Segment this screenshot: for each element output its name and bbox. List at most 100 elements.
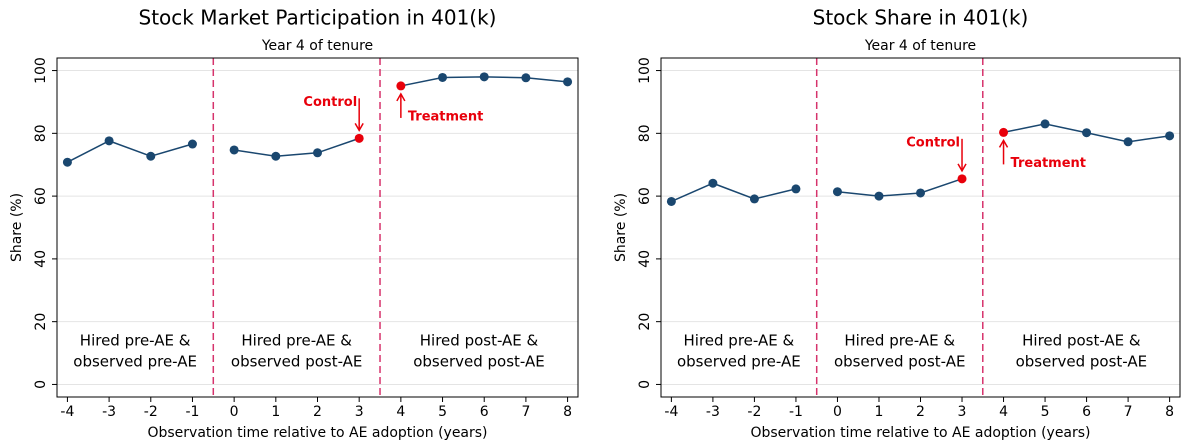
data-point: [916, 188, 925, 198]
region-label: observed pre-AE: [677, 353, 801, 371]
data-point: [791, 184, 801, 194]
x-tick-label: -4: [60, 404, 74, 420]
data-point: [187, 139, 197, 149]
x-tick-label: 5: [438, 404, 447, 420]
data-point: [354, 133, 364, 143]
region-label: Hired pre-AE &: [241, 332, 352, 350]
chart-subtitle: Year 4 of tenure: [864, 38, 976, 54]
data-point: [229, 145, 239, 155]
data-line: [837, 178, 963, 197]
data-point: [104, 136, 114, 146]
x-tick-label: 0: [230, 404, 239, 420]
x-axis-label: Observation time relative to AE adoption…: [750, 425, 1090, 441]
region-label: observed post-AE: [834, 353, 966, 371]
plot-frame: [660, 57, 1181, 398]
x-tick-label: 1: [875, 404, 884, 420]
y-tick-label: 60: [637, 187, 653, 205]
x-tick-label: 4: [396, 404, 405, 420]
data-point: [666, 196, 676, 206]
data-point: [832, 187, 842, 197]
x-tick-label: 2: [313, 404, 322, 420]
x-tick-label: -3: [102, 404, 116, 420]
chart-subtitle: Year 4 of tenure: [261, 38, 373, 54]
x-tick-label: 0: [833, 404, 842, 420]
x-tick-label: -3: [706, 404, 720, 420]
x-tick-label: 8: [563, 404, 572, 420]
chart-title: Stock Market Participation in 401(k): [139, 6, 497, 30]
y-tick-label: 60: [33, 187, 49, 205]
data-point: [957, 174, 967, 184]
arrow-head: [396, 92, 406, 102]
arrow-head: [354, 122, 364, 132]
data-point: [1165, 131, 1175, 141]
annotation: Treatment: [408, 109, 484, 124]
region-label: Hired pre-AE &: [80, 332, 191, 350]
region-label: Hired pre-AE &: [684, 332, 795, 350]
region-label: Hired post-AE &: [420, 332, 539, 350]
x-tick-label: 7: [521, 404, 530, 420]
y-tick-label: 0: [637, 380, 653, 389]
data-point: [479, 72, 489, 82]
data-point: [1082, 128, 1092, 138]
data-line: [671, 182, 797, 203]
data-point: [396, 81, 406, 91]
annotation: Control: [303, 95, 357, 110]
x-tick-label: 6: [1082, 404, 1091, 420]
data-point: [62, 157, 72, 167]
region-label: observed post-AE: [413, 353, 545, 371]
x-axis-label: Observation time relative to AE adoption…: [147, 425, 487, 441]
x-tick-label: 3: [355, 404, 364, 420]
annotation: Treatment: [1011, 156, 1087, 171]
data-point: [1040, 119, 1050, 129]
y-tick-label: 20: [637, 313, 653, 331]
y-axis-label: Share (%): [613, 193, 629, 262]
x-tick-label: -1: [185, 404, 199, 420]
x-tick-label: 5: [1041, 404, 1050, 420]
data-point: [749, 194, 759, 204]
annotation: Control: [906, 135, 960, 150]
x-tick-label: -2: [747, 404, 761, 420]
y-tick-label: 20: [33, 313, 49, 331]
y-tick-label: 0: [33, 380, 49, 389]
x-tick-label: 4: [999, 404, 1008, 420]
chart-title: Stock Share in 401(k): [813, 6, 1029, 30]
x-tick-label: 3: [958, 404, 967, 420]
y-axis-label: Share (%): [9, 193, 25, 262]
region-label: observed post-AE: [231, 353, 363, 371]
data-point: [1123, 137, 1133, 147]
y-tick-label: 40: [33, 250, 49, 268]
x-tick-label: 8: [1165, 404, 1174, 420]
y-tick-label: 40: [637, 250, 653, 268]
x-tick-label: -2: [144, 404, 158, 420]
data-point: [563, 77, 573, 87]
y-tick-label: 80: [33, 124, 49, 142]
arrow-head: [998, 138, 1009, 148]
data-point: [874, 191, 884, 201]
plot-frame: [56, 57, 579, 398]
region-label: observed pre-AE: [73, 353, 197, 371]
data-point: [521, 73, 531, 83]
x-tick-label: 2: [916, 404, 925, 420]
x-tick-label: -1: [789, 404, 803, 420]
arrow-head: [957, 163, 967, 173]
y-tick-label: 100: [33, 57, 49, 84]
region-label: observed post-AE: [1016, 353, 1148, 371]
y-tick-label: 100: [637, 57, 653, 84]
data-point: [999, 127, 1009, 137]
x-tick-label: 7: [1124, 404, 1133, 420]
x-tick-label: 6: [480, 404, 489, 420]
y-tick-label: 80: [637, 124, 653, 142]
data-point: [146, 151, 156, 161]
region-label: Hired post-AE &: [1022, 332, 1141, 350]
region-label: Hired pre-AE &: [844, 332, 955, 350]
data-point: [271, 151, 281, 161]
x-tick-label: 1: [271, 404, 280, 420]
data-point: [708, 178, 718, 188]
data-point: [438, 72, 448, 82]
x-tick-label: -4: [664, 404, 678, 420]
data-line: [234, 137, 360, 158]
data-point: [313, 148, 322, 158]
data-line: [67, 140, 193, 163]
